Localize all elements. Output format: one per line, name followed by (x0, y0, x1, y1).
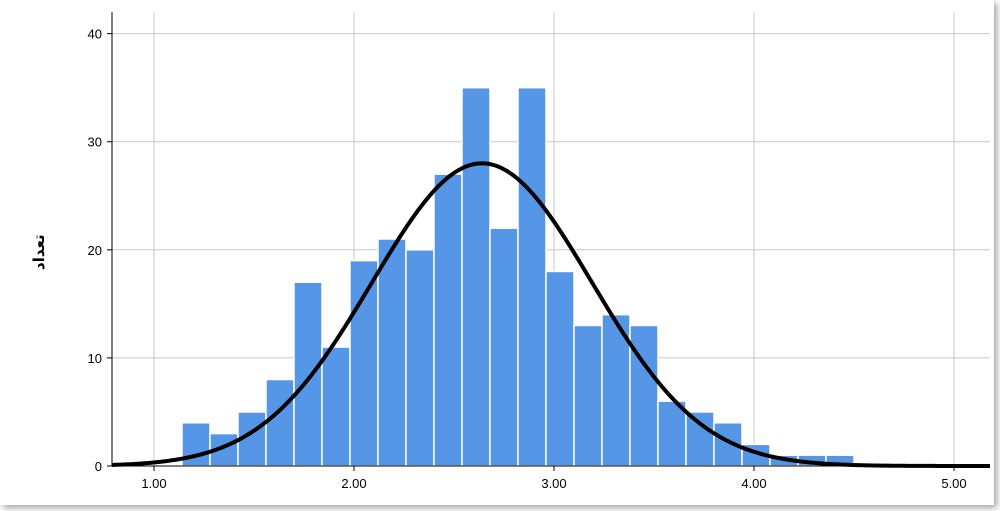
y-tick-label-1: 10 (88, 351, 102, 366)
x-tick-label-2: 3.00 (541, 476, 566, 491)
histogram-bar-4 (293, 281, 323, 467)
histogram-bar-17 (657, 400, 687, 467)
histogram-bar-5 (321, 346, 351, 467)
histogram-bar-18 (685, 411, 715, 467)
x-tick-label-3: 4.00 (741, 476, 766, 491)
histogram-bar-13 (545, 270, 575, 467)
y-tick-labels: 0 10 20 30 40 (88, 27, 102, 474)
histogram-bar-12 (517, 86, 547, 467)
x-tick-label-4: 5.00 (941, 476, 966, 491)
y-axis-label: تعداد (30, 234, 48, 270)
histogram-bar-8 (405, 249, 435, 467)
histogram-bar-6 (349, 259, 379, 467)
x-tick-label-0: 1.00 (141, 476, 166, 491)
y-tick-label-2: 20 (88, 243, 102, 258)
histogram-bar-7 (377, 238, 407, 467)
histogram-bar-11 (489, 227, 519, 467)
axes (107, 12, 990, 471)
x-tick-labels: 1.00 2.00 3.00 4.00 5.00 (141, 476, 966, 491)
y-tick-label-4: 40 (88, 27, 102, 42)
y-tick-label-0: 0 (95, 459, 102, 474)
histogram-bar-3 (265, 378, 295, 467)
histogram-bar-14 (573, 324, 603, 467)
x-tick-label-1: 2.00 (341, 476, 366, 491)
histogram-bar-9 (433, 173, 463, 467)
y-tick-label-3: 30 (88, 135, 102, 150)
normal-curve (111, 161, 990, 468)
normal-curve-group (111, 161, 990, 468)
histogram-bar-10 (461, 86, 491, 467)
